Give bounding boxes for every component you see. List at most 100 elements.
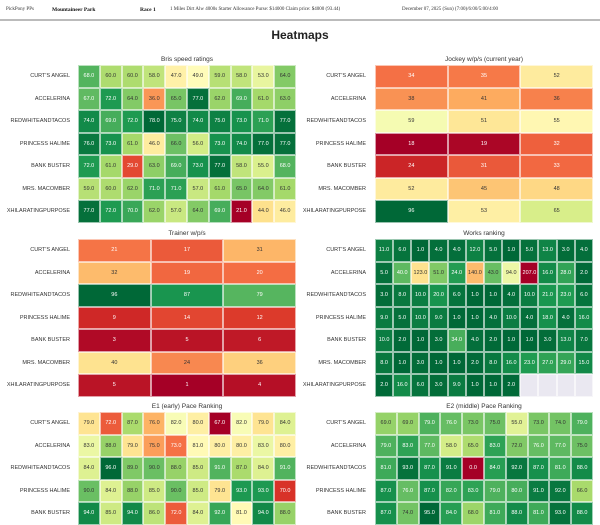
heatmap-grid: 11.0 6.0 1.0 4.0 4.0 12.0 5.0 1.0 5.0 13.0 3.0 4.0 5… bbox=[375, 239, 593, 397]
heatmap-cell: 21.0 bbox=[538, 284, 557, 307]
heatmap-cell: 81.0 bbox=[549, 457, 572, 480]
heatmap-cell: 10.0 bbox=[411, 284, 430, 307]
heatmap-cell: 57.0 bbox=[186, 177, 209, 200]
heatmap-cell: 65.0 bbox=[230, 177, 253, 200]
heatmap-cell: 1.0 bbox=[502, 329, 521, 352]
heatmap-cell: 19 bbox=[447, 132, 521, 155]
heatmap-cell: 73.0 bbox=[527, 412, 550, 435]
heatmap-cell: 61.0 bbox=[274, 177, 296, 200]
heatmap-grid: 79.0 72.0 87.0 76.0 82.0 80.0 67.0 82.0 79.0 84.0… bbox=[78, 412, 296, 525]
heatmap-cell: 82.0 bbox=[440, 479, 463, 502]
heatmap-cell: 3 bbox=[78, 329, 151, 352]
heatmap-cell: 1 bbox=[150, 374, 224, 397]
heatmap-cell: 88.0 bbox=[571, 502, 593, 525]
heatmap-cell: 4.0 bbox=[429, 239, 448, 262]
row-label: PRINCESS HALIME bbox=[315, 140, 366, 147]
heatmap-cell: 91.0 bbox=[527, 479, 550, 502]
heatmap-cell: 1.0 bbox=[483, 374, 503, 397]
heatmap-cell: 8.0 bbox=[393, 284, 412, 307]
heatmap-cell: 4.0 bbox=[447, 239, 466, 262]
heatmap-cell: 85.0 bbox=[143, 479, 166, 502]
heatmap-cell: 58.0 bbox=[440, 434, 463, 457]
heatmap-cell: 24 bbox=[375, 155, 448, 178]
heatmap-cell: 63.0 bbox=[143, 155, 166, 178]
heatmap-cell: 3.0 bbox=[411, 351, 430, 374]
heatmap-cell: 69.0 bbox=[99, 110, 122, 133]
heatmap-cell: 14 bbox=[150, 306, 224, 329]
heatmap-cell: 21 bbox=[78, 239, 151, 262]
track-name: Mountaineer Park bbox=[52, 7, 96, 13]
row-label: PRINCESS HALIME bbox=[315, 314, 366, 321]
heatmap-cell: 6.0 bbox=[574, 284, 593, 307]
heatmap-cell: 73.0 bbox=[186, 155, 209, 178]
heatmap-cell: 79 bbox=[223, 284, 296, 307]
heatmap-cell: 84.0 bbox=[186, 502, 209, 525]
heatmap-grid: 69.0 69.0 79.0 76.0 73.0 75.0 55.0 73.0 74.0 79.0… bbox=[375, 412, 593, 525]
heatmap-cell: 23.0 bbox=[556, 284, 575, 307]
heatmap-cell: 16.0 bbox=[502, 351, 521, 374]
row-label: XHILARATINGPURPOSE bbox=[6, 208, 70, 214]
heatmap-cell: 76.0 bbox=[143, 412, 166, 435]
row-label: PRINCESS HALIME bbox=[19, 487, 70, 494]
heatmap-cell: 1.0 bbox=[393, 351, 412, 374]
heatmap-cell: 4.0 bbox=[556, 306, 575, 329]
heatmap-cell: 36.0 bbox=[143, 87, 166, 110]
heatmap-cell: 13.0 bbox=[556, 329, 575, 352]
heatmap-cell: 77.0 bbox=[186, 87, 209, 110]
heatmap-cell: 79.0 bbox=[483, 479, 506, 502]
heatmap-cell: 49.0 bbox=[186, 65, 209, 88]
heatmap-title: Trainer w/p/s bbox=[168, 230, 206, 237]
heatmap-cell: 1.0 bbox=[411, 239, 430, 262]
heatmap-cell: 72.0 bbox=[99, 412, 122, 435]
heatmap-cell: 38 bbox=[375, 87, 448, 110]
row-label: XHILARATINGPURPOSE bbox=[6, 382, 70, 388]
heatmap-cell: 84.0 bbox=[483, 457, 506, 480]
heatmap-cell: 85.0 bbox=[186, 479, 209, 502]
heatmap-cell: 69.0 bbox=[208, 200, 231, 223]
heatmap-cell: 4.0 bbox=[483, 306, 503, 329]
heatmap-cell: 74.0 bbox=[78, 110, 100, 133]
heatmap-cell: 11.0 bbox=[375, 239, 394, 262]
heatmap-cell: 80.0 bbox=[208, 434, 231, 457]
heatmap-cell: 91.0 bbox=[440, 457, 463, 480]
heatmap-cell: 87.0 bbox=[418, 457, 441, 480]
heatmap-cell: 79.0 bbox=[78, 412, 100, 435]
heatmap-cell: 61.0 bbox=[99, 155, 122, 178]
heatmap-cell: 20.0 bbox=[429, 284, 448, 307]
heatmap-cell: 70.0 bbox=[274, 479, 296, 502]
heatmap-cell: 4 bbox=[223, 374, 296, 397]
heatmap-cell: 66.0 bbox=[571, 479, 593, 502]
heatmap-cell: 9.0 bbox=[447, 374, 466, 397]
heatmap-cell: 23.0 bbox=[520, 351, 539, 374]
heatmap-cell: 21.0 bbox=[230, 200, 253, 223]
heatmap-cell: 83.0 bbox=[462, 479, 484, 502]
row-label: CURT'S ANGEL bbox=[326, 420, 366, 426]
heatmap-cell: 88.0 bbox=[121, 479, 144, 502]
heatmap-cell: 45 bbox=[447, 177, 521, 200]
heatmap-cell: 2.0 bbox=[574, 261, 593, 284]
heatmap-cell: 65.0 bbox=[462, 434, 484, 457]
heatmap-cell: 78.0 bbox=[143, 110, 166, 133]
heatmap-cell: 65 bbox=[520, 200, 593, 223]
race-number: Race 1 bbox=[140, 7, 156, 13]
heatmap-cell: 75.0 bbox=[208, 110, 231, 133]
row-label: REDWHITEANDTACOS bbox=[10, 118, 70, 124]
heatmap-cell: 83.0 bbox=[78, 434, 100, 457]
heatmap-cell: 6 bbox=[223, 329, 296, 352]
heatmap-cell: 58.0 bbox=[230, 155, 253, 178]
heatmap-cell: 4.0 bbox=[465, 329, 484, 352]
heatmap-cell: 77.0 bbox=[252, 132, 275, 155]
heatmap-cell: 71.0 bbox=[165, 177, 187, 200]
heatmap-cell: 13.0 bbox=[538, 239, 557, 262]
heatmap-cell: 58.0 bbox=[230, 65, 253, 88]
heatmap-cell: 4.0 bbox=[520, 306, 539, 329]
heatmap-cell: 93.0 bbox=[230, 479, 253, 502]
heatmap-cell: 57.0 bbox=[165, 200, 187, 223]
heatmap-cell: 89.0 bbox=[121, 457, 144, 480]
heatmap-cell: 40.0 bbox=[393, 261, 412, 284]
heatmap-cell: 18 bbox=[375, 132, 448, 155]
heatmap-cell: 6.0 bbox=[393, 239, 412, 262]
heatmap-cell: 96 bbox=[78, 284, 151, 307]
row-label: BANK BUSTER bbox=[31, 163, 70, 169]
heatmap-cell: 5 bbox=[150, 329, 224, 352]
